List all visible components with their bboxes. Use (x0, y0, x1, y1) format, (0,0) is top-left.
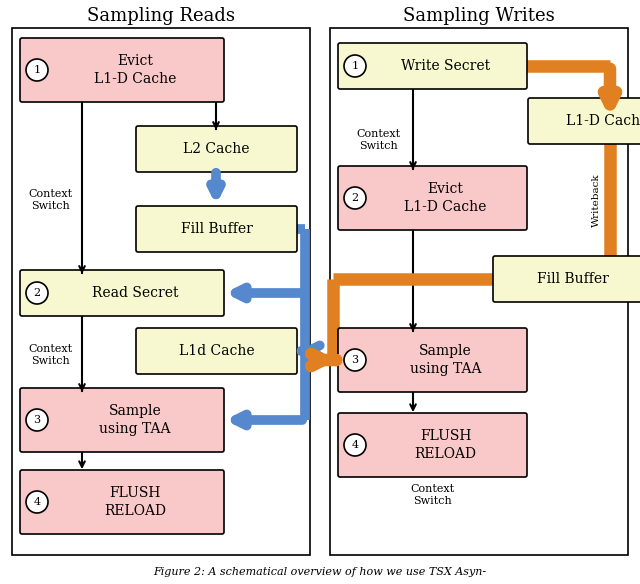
Text: Write Secret: Write Secret (401, 59, 490, 73)
Text: 1: 1 (351, 61, 358, 71)
FancyBboxPatch shape (493, 256, 640, 302)
Circle shape (26, 59, 48, 81)
Text: Fill Buffer: Fill Buffer (536, 272, 609, 286)
Text: L1-D Cache: L1-D Cache (566, 114, 640, 128)
Text: Context
Switch: Context Switch (356, 129, 400, 151)
Text: 4: 4 (33, 497, 40, 507)
Text: Writeback: Writeback (591, 173, 600, 227)
FancyBboxPatch shape (20, 470, 224, 534)
Text: L2 Cache: L2 Cache (183, 142, 250, 156)
Text: Sampling Writes: Sampling Writes (403, 7, 555, 25)
FancyBboxPatch shape (338, 166, 527, 230)
FancyBboxPatch shape (136, 328, 297, 374)
Text: L1d Cache: L1d Cache (179, 344, 254, 358)
Text: 3: 3 (351, 355, 358, 365)
Text: 1: 1 (33, 65, 40, 75)
FancyBboxPatch shape (338, 413, 527, 477)
Text: Sample
using TAA: Sample using TAA (410, 345, 481, 376)
FancyBboxPatch shape (20, 38, 224, 102)
FancyBboxPatch shape (20, 388, 224, 452)
Text: Sample
using TAA: Sample using TAA (99, 404, 171, 436)
FancyBboxPatch shape (338, 328, 527, 392)
Text: Figure 2: A schematical overview of how we use TSX Asyn-: Figure 2: A schematical overview of how … (154, 567, 486, 577)
Bar (12, 28, 310, 555)
Text: 2: 2 (351, 193, 358, 203)
Text: Evict
L1-D Cache: Evict L1-D Cache (404, 182, 486, 214)
Text: Fill Buffer: Fill Buffer (180, 222, 252, 236)
Circle shape (344, 349, 366, 371)
Text: Context
Switch: Context Switch (28, 344, 72, 366)
Circle shape (26, 409, 48, 431)
FancyBboxPatch shape (20, 270, 224, 316)
Circle shape (344, 434, 366, 456)
Text: Evict
L1-D Cache: Evict L1-D Cache (94, 54, 176, 86)
Text: FLUSH
RELOAD: FLUSH RELOAD (104, 486, 166, 517)
Circle shape (26, 282, 48, 304)
FancyBboxPatch shape (528, 98, 640, 144)
Text: 3: 3 (33, 415, 40, 425)
FancyBboxPatch shape (136, 206, 297, 252)
Text: Sampling Reads: Sampling Reads (87, 7, 235, 25)
Circle shape (344, 187, 366, 209)
Bar (330, 28, 628, 555)
Text: 2: 2 (33, 288, 40, 298)
Text: 4: 4 (351, 440, 358, 450)
Circle shape (26, 491, 48, 513)
Text: Context
Switch: Context Switch (410, 484, 454, 506)
Text: Context
Switch: Context Switch (28, 189, 72, 211)
Text: Read Secret: Read Secret (92, 286, 179, 300)
Text: FLUSH
RELOAD: FLUSH RELOAD (415, 429, 477, 461)
Circle shape (344, 55, 366, 77)
FancyBboxPatch shape (338, 43, 527, 89)
FancyBboxPatch shape (136, 126, 297, 172)
